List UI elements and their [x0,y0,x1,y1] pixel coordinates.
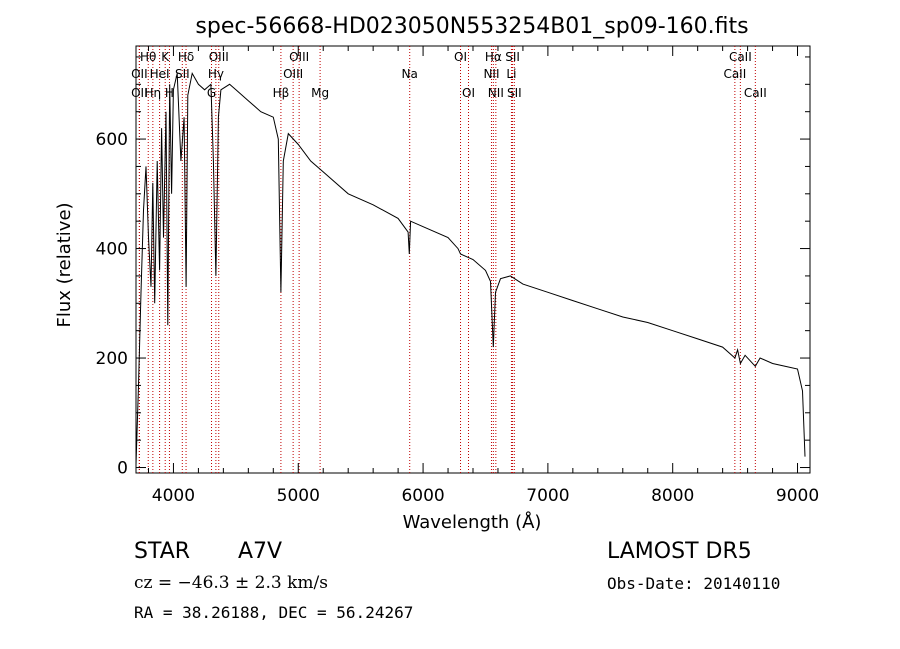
x-tick-label: 5000 [277,486,320,506]
sky-coordinates: RA = 38.26188, DEC = 56.24267 [134,603,414,622]
x-axis-label: Wavelength (Å) [403,511,542,533]
spectral-line-label: NII [488,86,504,100]
redshift-velocity: cz = −46.3 ± 2.3 km/s [134,573,328,593]
spectrum-line [135,71,806,465]
spectral-line-label: Hδ [178,50,194,64]
spectral-line-label: Hα [485,50,502,64]
x-tick-label: 4000 [152,486,195,506]
spectral-line-label: CaII [723,67,746,81]
spectral-line-label: Li [506,67,516,81]
spectral-line-label: Hγ [208,67,224,81]
observation-date: Obs-Date: 20140110 [607,574,781,593]
spectral-line-label: OII [131,86,148,100]
y-tick-label: 0 [117,459,128,479]
survey-name: LAMOST DR5 [607,539,752,564]
spectral-line-label: OIII [289,50,309,64]
spectral-line-label: Na [402,67,418,81]
y-tick-label: 400 [96,240,128,260]
spectral-line-label: Hβ [273,86,290,100]
y-tick-label: 600 [96,130,128,150]
spectral-line-label: OI [462,86,475,100]
y-axis-label: Flux (relative) [54,202,75,327]
object-type: STAR [134,539,191,564]
spectral-line-label: CaII [729,50,752,64]
spectral-line-label: HeI [150,67,170,81]
spectral-line-label: OIII [283,67,303,81]
spectral-class: A7V [238,539,283,564]
chart-title: spec-56668-HD023050N553254B01_sp09-160.f… [195,14,748,39]
x-tick-label: 8000 [651,486,694,506]
spectral-line-label: SII [505,50,520,64]
spectral-line-markers [138,46,756,473]
spectral-line-label: OIII [209,50,229,64]
spectral-line-label: SII [507,86,522,100]
spectral-line-label: SII [175,67,190,81]
y-axis-ticks: 0 200 400 600 [96,56,810,479]
spectral-line-label: Hη [145,86,162,100]
x-tick-label: 6000 [401,486,444,506]
x-axis-ticks: 4000 5000 6000 7000 8000 9000 [147,46,819,506]
y-tick-label: 200 [96,349,128,369]
spectral-line-label: K [161,50,170,64]
spectral-line-label: OI [454,50,467,64]
x-tick-label: 9000 [776,486,819,506]
spectral-line-label: NII [483,67,499,81]
x-tick-label: 7000 [526,486,569,506]
spectral-line-label: OII [131,67,148,81]
spectral-line-label: Hθ [140,50,156,64]
spectral-line-label: Mg [311,86,329,100]
spectral-line-label: CaII [744,86,767,100]
